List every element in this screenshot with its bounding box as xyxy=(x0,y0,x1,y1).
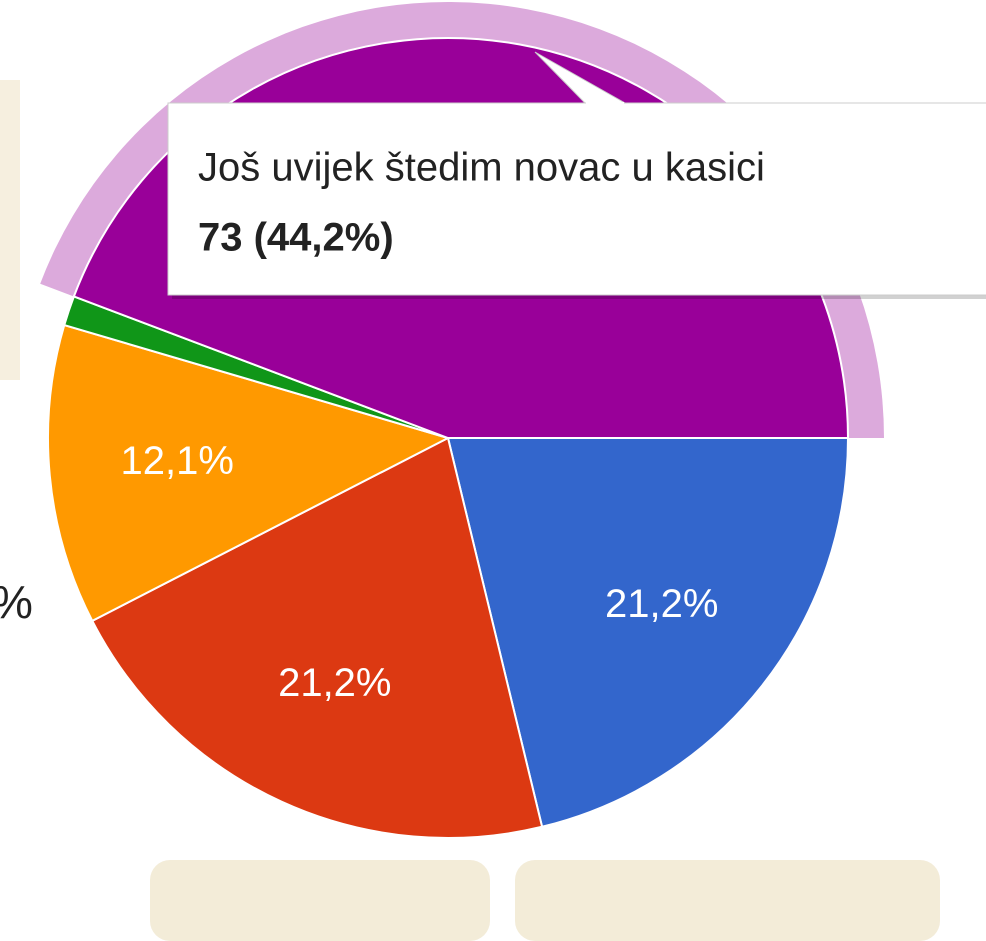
tooltip-title: Još uvijek štedim novac u kasici xyxy=(198,146,765,190)
slice-label: 12,1% xyxy=(120,439,233,483)
chart: 21,2% 21,2% 12,1% % Još uvijek štedim nova… xyxy=(0,0,986,941)
cut-label: % xyxy=(0,576,33,628)
tooltip-box xyxy=(168,103,986,295)
coin-shape xyxy=(150,860,490,941)
coin-shape xyxy=(0,80,20,380)
tooltip-value: 73 (44,2%) xyxy=(198,216,394,260)
page: {"chart_data": {"type": "pie", "categori… xyxy=(0,0,986,941)
slice-label: 21,2% xyxy=(278,661,391,705)
slice-label: 21,2% xyxy=(605,582,718,626)
coin-shape xyxy=(515,860,940,941)
